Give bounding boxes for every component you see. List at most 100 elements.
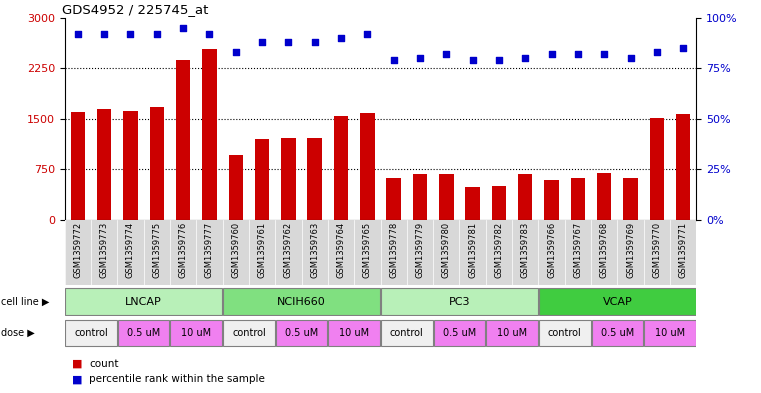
Point — [151, 31, 163, 37]
Bar — [676, 114, 690, 220]
Bar — [591, 320, 643, 346]
Text: GSM1359778: GSM1359778 — [389, 222, 398, 278]
Text: ■: ■ — [72, 374, 83, 384]
Bar — [387, 178, 401, 220]
Text: GSM1359764: GSM1359764 — [336, 222, 345, 278]
Bar — [97, 109, 111, 220]
Text: percentile rank within the sample: percentile rank within the sample — [89, 374, 265, 384]
Bar — [466, 187, 480, 220]
Text: GSM1359777: GSM1359777 — [205, 222, 214, 278]
Point — [546, 51, 558, 57]
Text: GSM1359767: GSM1359767 — [573, 222, 582, 278]
Text: PC3: PC3 — [449, 297, 470, 307]
Bar — [381, 320, 432, 346]
Bar — [65, 288, 222, 315]
Bar — [71, 112, 85, 220]
Bar — [150, 107, 164, 220]
Text: GSM1359771: GSM1359771 — [679, 222, 688, 278]
Text: control: control — [390, 328, 424, 338]
Bar — [439, 174, 454, 220]
Bar — [623, 178, 638, 220]
Point — [124, 31, 136, 37]
Text: GSM1359775: GSM1359775 — [152, 222, 161, 278]
Text: GSM1359776: GSM1359776 — [179, 222, 188, 278]
Point — [519, 55, 531, 61]
Point — [572, 51, 584, 57]
Bar — [539, 288, 696, 315]
Point — [309, 39, 321, 45]
Text: 0.5 uM: 0.5 uM — [127, 328, 161, 338]
Bar — [223, 288, 380, 315]
Text: control: control — [548, 328, 581, 338]
Point — [203, 31, 215, 37]
Text: GSM1359780: GSM1359780 — [442, 222, 451, 278]
Bar — [255, 139, 269, 220]
Text: 10 uM: 10 uM — [497, 328, 527, 338]
Bar — [228, 154, 243, 220]
Bar — [645, 320, 696, 346]
Bar — [307, 138, 322, 220]
Bar — [412, 174, 427, 220]
Point — [361, 31, 374, 37]
Bar — [202, 50, 217, 220]
Text: GSM1359772: GSM1359772 — [73, 222, 82, 278]
Text: dose ▶: dose ▶ — [1, 328, 34, 338]
Text: LNCAP: LNCAP — [126, 297, 162, 307]
Text: 10 uM: 10 uM — [655, 328, 685, 338]
Text: GSM1359782: GSM1359782 — [495, 222, 504, 278]
Text: NCIH660: NCIH660 — [277, 297, 326, 307]
Bar — [329, 320, 380, 346]
Point — [440, 51, 452, 57]
Bar — [176, 60, 190, 220]
Text: 0.5 uM: 0.5 uM — [285, 328, 318, 338]
Point — [72, 31, 84, 37]
Bar — [118, 320, 170, 346]
Bar — [123, 111, 138, 220]
Text: GSM1359762: GSM1359762 — [284, 222, 293, 278]
Point — [98, 31, 110, 37]
Text: GSM1359779: GSM1359779 — [416, 222, 425, 278]
Bar — [360, 113, 374, 220]
Text: VCAP: VCAP — [603, 297, 632, 307]
Text: GSM1359770: GSM1359770 — [652, 222, 661, 278]
Bar — [275, 320, 327, 346]
Bar — [223, 320, 275, 346]
Bar — [539, 320, 591, 346]
Point — [598, 51, 610, 57]
Text: 0.5 uM: 0.5 uM — [443, 328, 476, 338]
Point — [466, 57, 479, 63]
Text: count: count — [89, 358, 119, 369]
Bar — [518, 174, 533, 220]
Point — [387, 57, 400, 63]
Point — [230, 49, 242, 55]
Text: GSM1359763: GSM1359763 — [310, 222, 319, 278]
Text: GDS4952 / 225745_at: GDS4952 / 225745_at — [62, 4, 208, 17]
Bar — [544, 180, 559, 220]
Bar — [434, 320, 486, 346]
Text: 10 uM: 10 uM — [181, 328, 212, 338]
Text: GSM1359766: GSM1359766 — [547, 222, 556, 278]
Bar — [65, 320, 116, 346]
Text: GSM1359783: GSM1359783 — [521, 222, 530, 278]
Point — [177, 25, 189, 31]
Bar — [571, 178, 585, 220]
Bar — [334, 116, 349, 220]
Text: ■: ■ — [72, 358, 83, 369]
Text: GSM1359773: GSM1359773 — [100, 222, 109, 278]
Text: GSM1359765: GSM1359765 — [363, 222, 372, 278]
Text: GSM1359768: GSM1359768 — [600, 222, 609, 278]
Point — [651, 49, 663, 55]
Bar — [597, 173, 611, 220]
Point — [677, 45, 689, 51]
Bar — [492, 185, 506, 220]
Text: control: control — [74, 328, 108, 338]
Point — [414, 55, 426, 61]
Text: control: control — [232, 328, 266, 338]
Bar — [650, 118, 664, 220]
Bar — [170, 320, 222, 346]
Bar — [381, 288, 538, 315]
Point — [493, 57, 505, 63]
Text: GSM1359760: GSM1359760 — [231, 222, 240, 278]
Text: GSM1359781: GSM1359781 — [468, 222, 477, 278]
Bar — [486, 320, 538, 346]
